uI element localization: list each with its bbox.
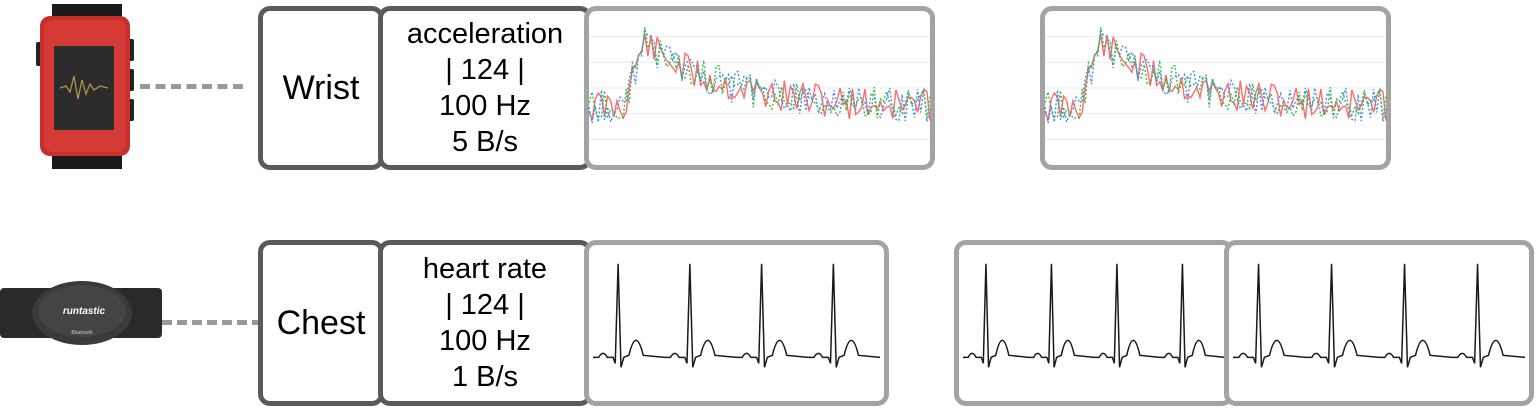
ecg-trace (593, 263, 881, 368)
wrist-data-rate: 5 B/s (451, 126, 519, 158)
wrist-sample-rate: 100 Hz (439, 90, 531, 122)
svg-text:runtastic: runtastic (63, 306, 106, 317)
svg-text:Bluetooth: Bluetooth (71, 330, 92, 336)
chest-signal-type: heart rate (422, 253, 548, 285)
chest-ecg-plot (584, 240, 889, 406)
chest-data-rate: 1 B/s (451, 361, 519, 393)
acceleration-trace (1044, 34, 1387, 121)
wrist-signal-plot-segment (1040, 6, 1391, 170)
chest-location-label: Chest (276, 303, 366, 342)
chest-signal-info: heart rate | 124 | 100 Hz 1 B/s (378, 240, 592, 406)
ecg-trace (1233, 263, 1526, 368)
acceleration-trace (588, 34, 931, 121)
acceleration-trace (588, 27, 931, 119)
chest-location-box: Chest (258, 240, 384, 406)
chest-sample-count: | 124 | (445, 289, 525, 321)
chest-strap-icon: runtastic Bluetooth (0, 276, 162, 366)
wrist-signal-info: acceleration | 124 | 100 Hz 5 B/s (378, 6, 592, 170)
wrist-signal-type: acceleration (406, 18, 564, 50)
acceleration-trace (1044, 27, 1387, 119)
ecg-trace (963, 263, 1226, 368)
wrist-signal-plot (584, 6, 935, 170)
chest-ecg-plot-segment-a (954, 240, 1234, 406)
wrist-location-box: Wrist (258, 6, 384, 170)
smartwatch-icon (30, 4, 142, 169)
chest-connector (162, 320, 262, 325)
chest-sample-rate: 100 Hz (439, 325, 531, 357)
chest-ecg-plot-segment-b (1224, 240, 1534, 406)
wrist-connector (140, 84, 243, 89)
wrist-location-label: Wrist (282, 68, 360, 107)
wrist-sample-count: | 124 | (445, 54, 525, 86)
